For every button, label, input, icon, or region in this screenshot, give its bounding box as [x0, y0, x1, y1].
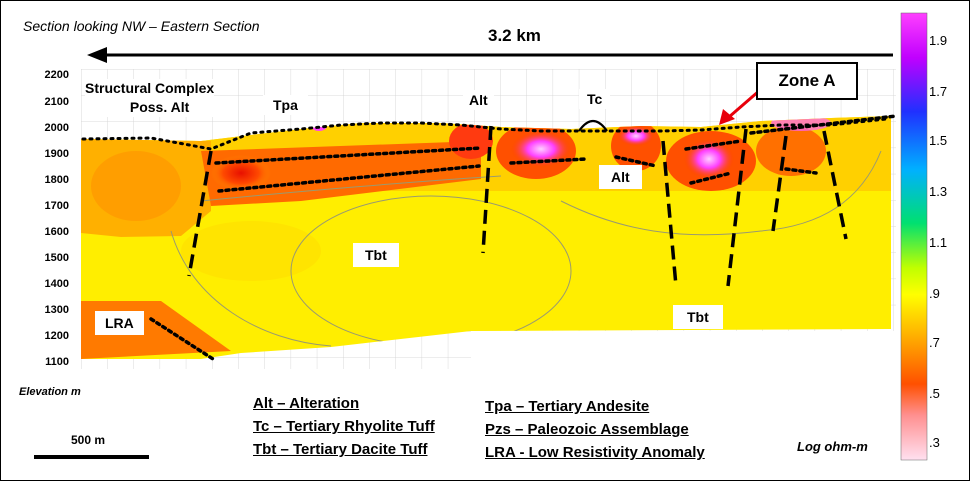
poss-alt-text: Poss. Alt	[129, 99, 190, 115]
structural-complex-text: Structural Complex	[85, 80, 215, 96]
colorbar-tick: .7	[929, 335, 940, 350]
elevation-tick: 1600	[44, 226, 69, 238]
legend-item: Tc – Tertiary Rhyolite Tuff	[253, 418, 435, 435]
structural-complex-label: Structural Complex Poss. Alt	[85, 79, 215, 117]
elevation-tick: 1800	[44, 174, 69, 186]
legend-item: LRA - Low Resistivity Anomaly	[485, 444, 705, 461]
section-title: Section looking NW – Eastern Section	[23, 18, 260, 34]
colorbar-label: Log ohm-m	[797, 439, 868, 454]
colorbar-tick: .3	[929, 435, 940, 450]
alt-top-label: Alt	[463, 90, 494, 110]
elevation-tick: 1500	[44, 252, 69, 264]
elevation-tick: 1400	[44, 278, 69, 290]
elevation-tick: 2200	[44, 69, 69, 81]
colorbar-tick: 1.7	[929, 84, 948, 99]
colorbar-tick: .5	[929, 386, 940, 401]
tbt-right-label: Tbt	[673, 305, 723, 329]
tpa-label: Tpa	[263, 95, 308, 115]
elevation-tick: 1900	[44, 148, 69, 160]
elevation-tick: 2000	[44, 122, 69, 134]
lra-label: LRA	[95, 311, 144, 335]
legend-item: Alt – Alteration	[253, 395, 360, 412]
elevation-tick: 1100	[45, 356, 69, 368]
colorbar-tick: 1.9	[929, 33, 948, 48]
alt-mid-label: Alt	[599, 165, 642, 189]
scale-arrow-label: 3.2 km	[488, 26, 541, 45]
colorbar-tick: 1.1	[929, 235, 948, 250]
elevation-tick: 1200	[44, 330, 69, 342]
colorbar-tick: 1.3	[929, 184, 948, 199]
legend-item: Tpa – Tertiary Andesite	[485, 398, 650, 415]
colorbar-tick: .9	[929, 286, 940, 301]
tc-label: Tc	[579, 89, 611, 109]
tbt-left-label: Tbt	[353, 243, 399, 267]
elevation-axis-label: Elevation m	[19, 386, 81, 398]
elevation-tick: 1700	[44, 200, 69, 212]
elevation-tick: 2100	[44, 96, 69, 108]
legend-item: Tbt – Tertiary Dacite Tuff	[253, 441, 428, 458]
zone-a-label: Zone A	[778, 71, 836, 90]
elevation-tick: 1300	[44, 304, 69, 316]
scale-bar-label: 500 m	[71, 433, 106, 447]
legend-item: Pzs – Paleozoic Assemblage	[485, 421, 689, 438]
colorbar-tick: 1.5	[929, 133, 948, 148]
